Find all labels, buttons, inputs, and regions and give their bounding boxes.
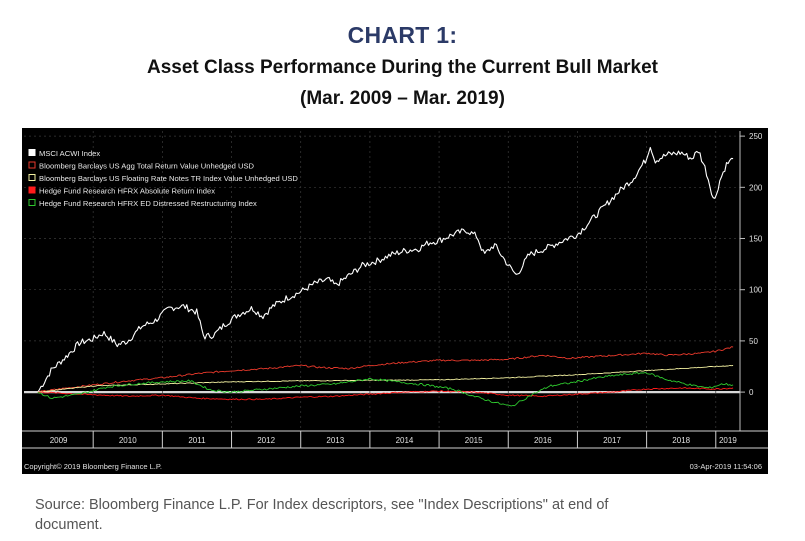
y-tick-label: 50 — [749, 337, 758, 346]
legend-label: Bloomberg Barclays US Floating Rate Note… — [39, 174, 298, 183]
x-tick-label: 2017 — [603, 436, 621, 445]
series-line — [37, 146, 734, 393]
series-line — [37, 365, 734, 393]
y-axis: 250 200 150 100 50 0 — [739, 131, 763, 431]
x-tick-label: 2013 — [326, 436, 344, 445]
legend-swatch — [28, 199, 36, 206]
chart-svg: 250 200 150 100 50 0 2009 2010 2011 2012 2013 2014… — [22, 128, 768, 474]
y-tick-label: 250 — [749, 132, 763, 141]
x-tick-label: 2014 — [396, 436, 414, 445]
chart-subtitle: (Mar. 2009 – Mar. 2019) — [300, 88, 505, 109]
timestamp-text: 03-Apr-2019 11:54:06 — [690, 462, 762, 471]
legend-swatch — [28, 161, 36, 169]
legend-swatch — [28, 186, 36, 194]
legend: MSCI ACWI Index Bloomberg Barclays US Agg… — [28, 149, 298, 208]
legend-label: Bloomberg Barclays US Agg Total Return V… — [39, 162, 255, 171]
y-tick-label: 150 — [749, 235, 763, 244]
x-tick-label: 2019 — [719, 436, 737, 445]
x-tick-label: 2010 — [119, 436, 137, 445]
series-line — [37, 371, 734, 407]
copyright-text: Copyright© 2019 Bloomberg Finance L.P. — [24, 462, 162, 471]
legend-label: Hedge Fund Research HFRX Absolute Return… — [39, 187, 215, 196]
x-tick-label: 2015 — [465, 436, 483, 445]
x-tick-label: 2009 — [50, 436, 68, 445]
legend-label: Hedge Fund Research HFRX ED Distressed R… — [39, 199, 257, 208]
legend-label: MSCI ACWI Index — [39, 149, 100, 158]
chart-background — [22, 128, 768, 474]
chart-label: CHART 1: — [347, 22, 458, 48]
y-tick-label: 100 — [749, 286, 763, 295]
x-tick-label: 2018 — [672, 436, 690, 445]
chart-title: Asset Class Performance During the Curre… — [146, 57, 659, 78]
legend-swatch — [28, 174, 36, 181]
y-tick-label: 200 — [749, 183, 763, 192]
x-axis: 2009 2010 2011 2012 2013 2014 2015 2016 2017 2018… — [22, 430, 768, 449]
series-line — [37, 387, 734, 401]
x-tick-label: 2016 — [534, 436, 552, 445]
x-tick-label: 2012 — [257, 436, 275, 445]
source-note: Source: Bloomberg Finance L.P. For Index… — [35, 497, 609, 533]
y-tick-label: 0 — [749, 388, 754, 397]
x-tick-label: 2011 — [188, 436, 206, 445]
series-lines — [37, 146, 734, 407]
legend-swatch — [28, 149, 36, 156]
series-line — [37, 346, 734, 393]
bloomberg-chart: 250 200 150 100 50 0 2009 2010 2011 2012 2013 2014… — [22, 128, 768, 474]
